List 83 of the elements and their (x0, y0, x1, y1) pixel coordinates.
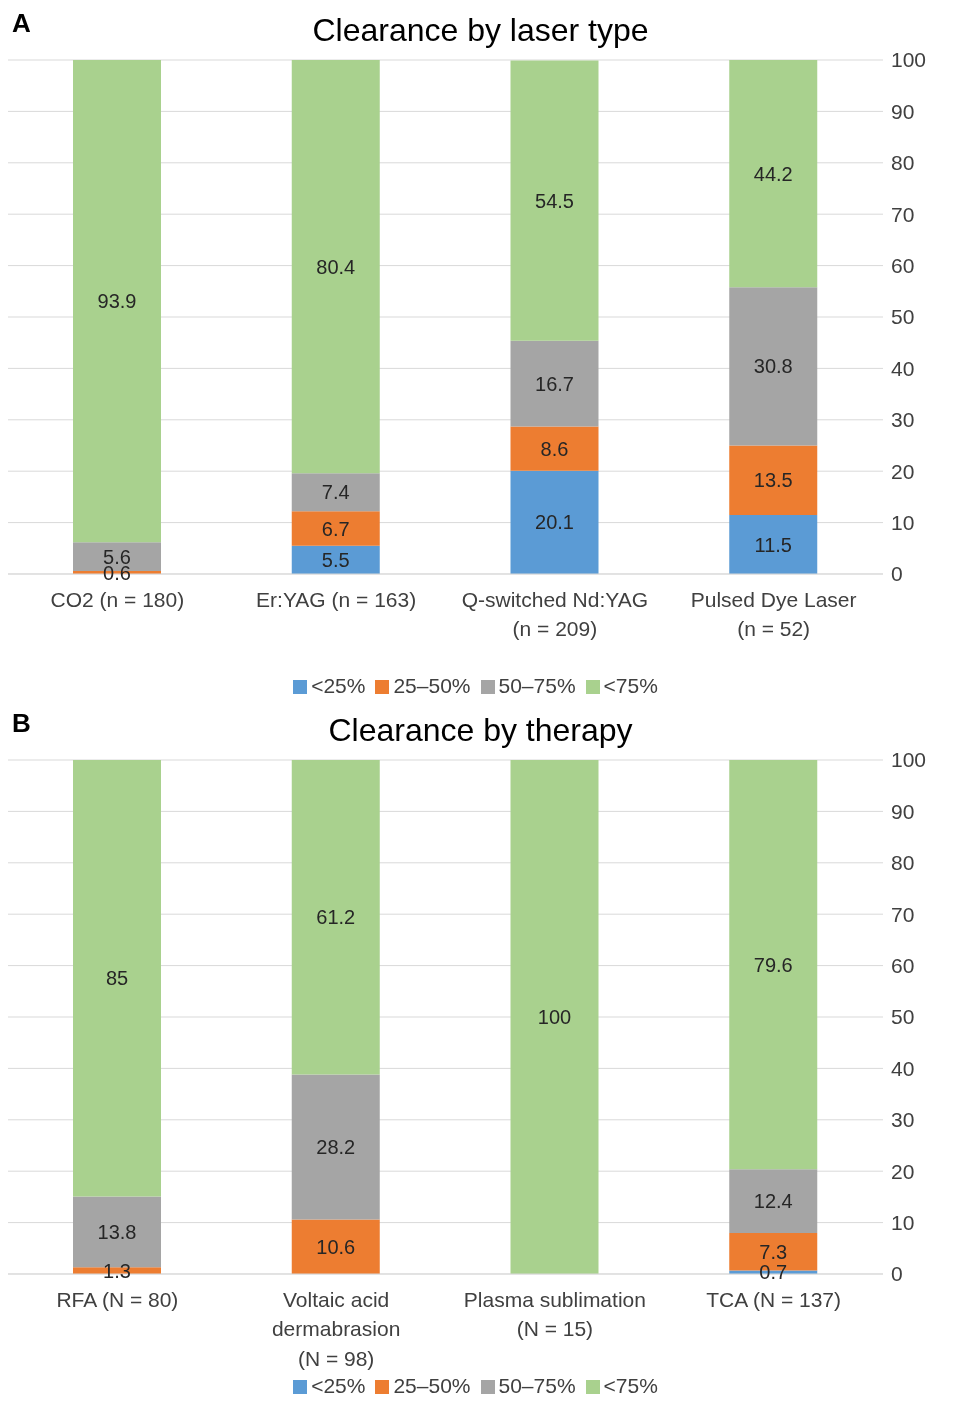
bar (729, 60, 818, 288)
data-label: 100 (537, 1006, 572, 1029)
y-tick-label: 60 (891, 954, 915, 978)
legend-label: <75% (603, 1374, 658, 1397)
y-tick-label: 20 (891, 459, 915, 483)
y-tick-label: 0 (891, 562, 903, 586)
x-tick-label: RFA (N = 80) (56, 1287, 179, 1311)
data-label: 93.9 (97, 290, 137, 313)
y-tick-label: 80 (891, 851, 915, 875)
bar (73, 760, 161, 1197)
data-label: 20.1 (535, 511, 574, 534)
legend-label: <25% (311, 1374, 366, 1397)
x-tick-label: Er:YAG (n = 163) (256, 587, 417, 611)
legend-label: <75% (603, 674, 658, 697)
data-label: 8.6 (540, 437, 569, 460)
y-tick-label: 30 (891, 408, 915, 432)
y-tick-label: 80 (891, 151, 915, 175)
y-tick-label: 90 (891, 799, 915, 823)
y-tick-label: 50 (891, 305, 915, 329)
y-tick-label: 50 (891, 1005, 915, 1029)
y-tick-label: 90 (891, 99, 915, 123)
y-tick-label: 20 (891, 1159, 915, 1183)
y-tick-label: 30 (891, 1108, 915, 1132)
text: B (12, 708, 31, 739)
bar (729, 760, 818, 1170)
bar (291, 511, 380, 546)
data-label: 13.8 (97, 1220, 137, 1243)
data-label: 80.4 (316, 255, 356, 278)
bar (729, 514, 818, 574)
bar (510, 60, 599, 341)
x-tick-label: Voltaic acid dermabrasion (N = 98) (271, 1287, 401, 1370)
data-label: 16.7 (535, 372, 574, 395)
bar (729, 287, 818, 446)
data-label: 54.5 (535, 189, 574, 212)
y-tick-label: 0 (891, 1262, 903, 1286)
data-label: 5.5 (321, 548, 350, 571)
data-label: 7.4 (321, 481, 350, 504)
x-tick-label: TCA (N = 137) (706, 1287, 842, 1311)
data-label: 13.5 (753, 469, 793, 492)
bar (729, 445, 818, 515)
legend-label: 25–50% (393, 1374, 471, 1397)
bar (291, 60, 380, 474)
y-tick-label: 70 (891, 902, 915, 926)
x-tick-label: Pulsed Dye Laser (n = 52) (690, 587, 857, 641)
bar (510, 426, 599, 471)
y-tick-label: 60 (891, 254, 915, 278)
data-label: 61.2 (316, 906, 356, 929)
bar (291, 473, 380, 512)
text: A (12, 8, 31, 39)
y-tick-label: 100 (891, 748, 927, 772)
chart-title: Clearance by therapy (328, 712, 633, 748)
x-tick-label: Q-switched Nd:YAG (n = 209) (461, 587, 649, 641)
legend-label: <25% (311, 674, 366, 697)
bar (510, 470, 599, 574)
data-label: 6.7 (321, 517, 350, 540)
data-label: 85 (105, 967, 129, 990)
x-tick-label: CO2 (n = 180) (50, 587, 185, 611)
bar (291, 760, 380, 1075)
legend-label: 50–75% (498, 674, 576, 697)
data-label: 7.3 (759, 1240, 788, 1263)
bar (73, 60, 161, 543)
y-tick-label: 70 (891, 202, 915, 226)
bar (729, 1169, 818, 1233)
x-tick-label: Plasma sublimation (N = 15) (463, 1287, 646, 1341)
y-tick-label: 10 (891, 1211, 915, 1235)
y-tick-label: 40 (891, 356, 915, 380)
data-label: 12.4 (753, 1190, 793, 1213)
data-label: 28.2 (316, 1136, 356, 1159)
data-label: 44.2 (753, 162, 793, 185)
legend-label: 50–75% (498, 1374, 576, 1397)
bar (510, 760, 599, 1274)
legend-label: 25–50% (393, 674, 471, 697)
data-label: 30.8 (753, 355, 793, 378)
y-tick-label: 10 (891, 511, 915, 535)
bar (291, 1074, 380, 1220)
y-tick-label: 40 (891, 1056, 915, 1080)
chart-title: Clearance by laser type (312, 12, 649, 48)
y-tick-label: 100 (891, 48, 927, 72)
bar (291, 1219, 380, 1274)
data-label: 11.5 (754, 533, 792, 556)
bar (510, 340, 599, 427)
data-label: 10.6 (316, 1235, 356, 1258)
data-label: 79.6 (753, 953, 793, 976)
